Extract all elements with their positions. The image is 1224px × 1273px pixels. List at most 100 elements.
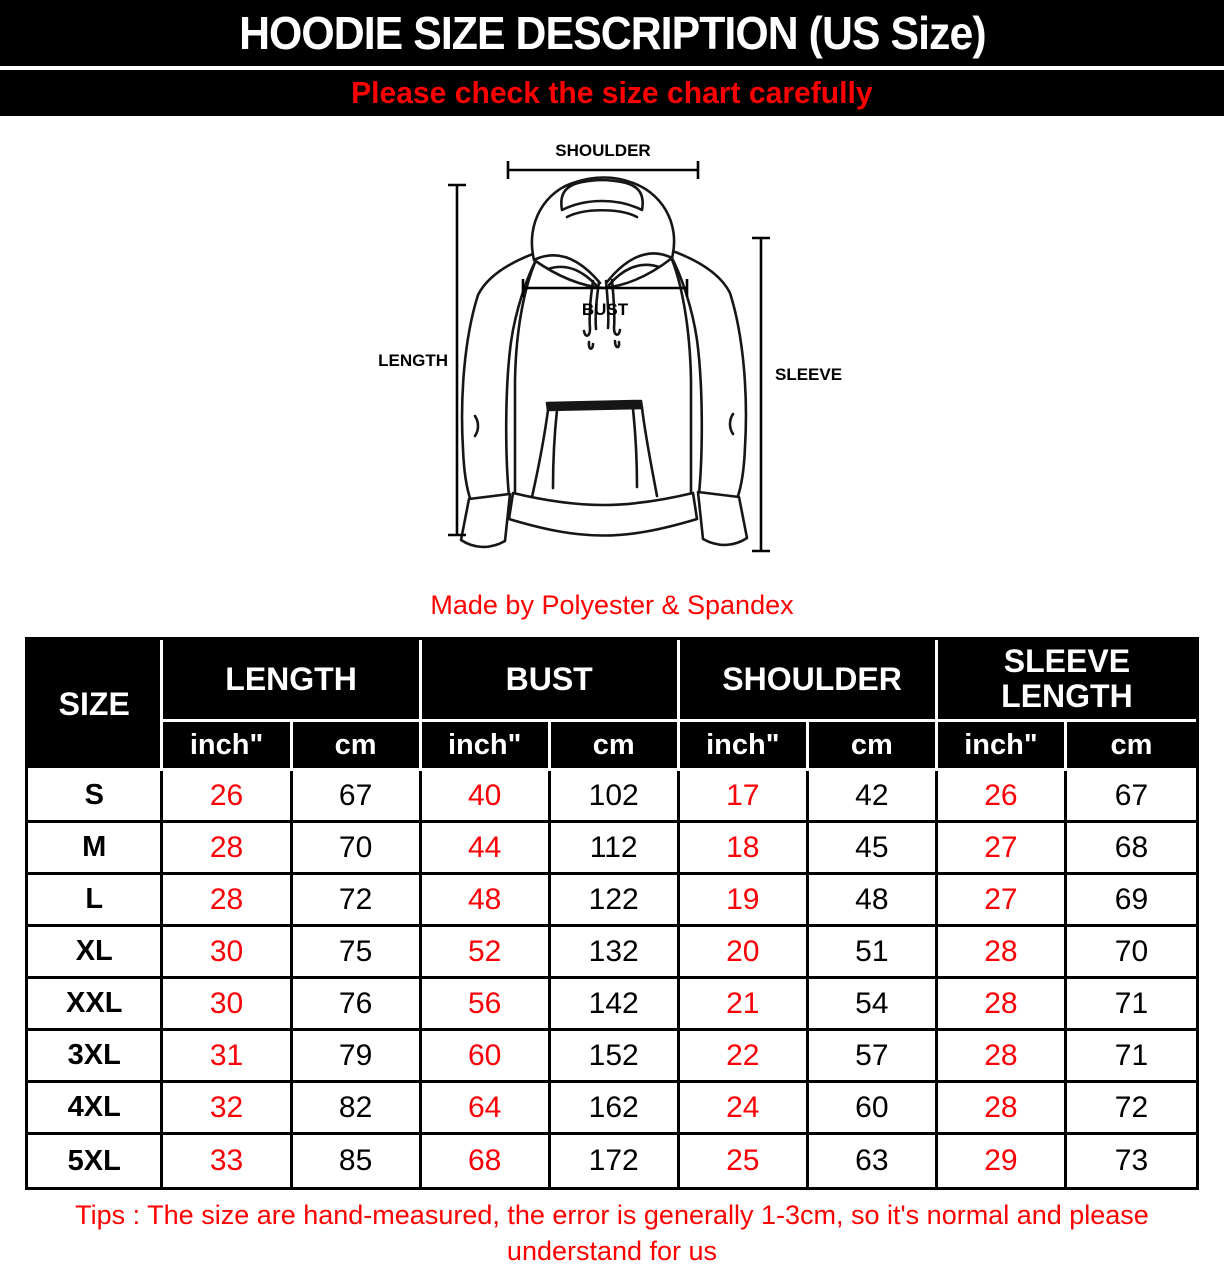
- inch-value-cell: 28: [937, 1031, 1067, 1083]
- inch-value-cell: 26: [163, 771, 293, 823]
- subtitle-banner: Please check the size chart carefully: [0, 70, 1224, 116]
- inch-value-cell: 68: [421, 1135, 551, 1187]
- inch-value-cell: 52: [421, 927, 551, 979]
- inch-value-cell: 24: [679, 1083, 809, 1135]
- size-cell: L: [28, 875, 164, 927]
- cm-value-cell: 71: [1066, 979, 1196, 1031]
- hoodie-hood: [530, 176, 676, 290]
- cm-value-cell: 67: [1066, 771, 1196, 823]
- inch-value-cell: 60: [421, 1031, 551, 1083]
- measurement-lines: [448, 161, 770, 553]
- cm-value-cell: 42: [808, 771, 938, 823]
- hoodie-drawing: [459, 176, 749, 549]
- col-header-length-text: LENGTH: [225, 661, 357, 697]
- cm-value-cell: 85: [292, 1135, 422, 1187]
- subtitle-text: Please check the size chart carefully: [351, 75, 873, 110]
- inch-value-cell: 30: [163, 979, 293, 1031]
- cm-value-cell: 132: [550, 927, 680, 979]
- hoodie-sleeve-left: [460, 249, 543, 503]
- bust-label: BUST: [582, 300, 629, 319]
- size-cell: S: [28, 771, 164, 823]
- size-table: SIZE LENGTH BUST SHOULDER SLEEVE LENGTH …: [25, 637, 1199, 1190]
- inch-value-cell: 30: [163, 927, 293, 979]
- shoulder-measure-line: [506, 161, 700, 179]
- cm-value-cell: 60: [808, 1083, 938, 1135]
- inch-value-cell: 64: [421, 1083, 551, 1135]
- cm-value-cell: 172: [550, 1135, 680, 1187]
- hoodie-sleeve-right: [665, 247, 748, 501]
- size-table-head: SIZE LENGTH BUST SHOULDER SLEEVE LENGTH …: [28, 640, 1196, 771]
- cm-value-cell: 70: [292, 823, 422, 875]
- cm-value-cell: 48: [808, 875, 938, 927]
- inch-value-cell: 40: [421, 771, 551, 823]
- cm-value-cell: 82: [292, 1083, 422, 1135]
- tips-note: Tips : The size are hand-measured, the e…: [0, 1198, 1224, 1270]
- table-row: L 28 72 48 122 19 48 27 69: [28, 875, 1196, 927]
- length-measure-line: [448, 183, 466, 537]
- measurement-diagram-section: SHOULDER LENGTH SLEEVE BUST Made by Poly…: [0, 116, 1224, 621]
- inch-value-cell: 31: [163, 1031, 293, 1083]
- cm-value-cell: 70: [1066, 927, 1196, 979]
- cm-value-cell: 112: [550, 823, 680, 875]
- sleeve-wrinkle-left: [473, 414, 480, 438]
- table-row: S 26 67 40 102 17 42 26 67: [28, 771, 1196, 823]
- hoodie-cuff-left: [459, 492, 512, 549]
- size-table-body: S 26 67 40 102 17 42 26 67 M 28 70 44 112 18 45 27 68 L 28 7…: [28, 771, 1196, 1187]
- inch-value-cell: 26: [937, 771, 1067, 823]
- cm-value-cell: 57: [808, 1031, 938, 1083]
- hoodie-pocket: [530, 399, 659, 499]
- cm-value-cell: 45: [808, 823, 938, 875]
- table-row: M 28 70 44 112 18 45 27 68: [28, 823, 1196, 875]
- cm-value-cell: 63: [808, 1135, 938, 1187]
- cm-value-cell: 122: [550, 875, 680, 927]
- group-header-row: SIZE LENGTH BUST SHOULDER SLEEVE LENGTH: [28, 640, 1196, 771]
- shoulder-label: SHOULDER: [555, 141, 650, 160]
- inch-value-cell: 28: [163, 823, 293, 875]
- banner-divider: [0, 66, 1224, 70]
- title-banner: HOODIE SIZE DESCRIPTION (US Size): [0, 0, 1224, 66]
- cm-value-cell: 69: [1066, 875, 1196, 927]
- tips-line-1: Tips : The size are hand-measured, the e…: [75, 1200, 1149, 1230]
- cm-value-cell: 67: [292, 771, 422, 823]
- page-title: HOODIE SIZE DESCRIPTION (US Size): [238, 7, 987, 59]
- cm-value-cell: 54: [808, 979, 938, 1031]
- cm-value-cell: 68: [1066, 823, 1196, 875]
- inch-value-cell: 28: [937, 979, 1067, 1031]
- table-row: 5XL 33 85 68 172 25 63 29 73: [28, 1135, 1196, 1187]
- col-header-bust: BUST: [421, 640, 680, 722]
- col-header-length: LENGTH: [163, 640, 422, 722]
- col-header-bust-text: BUST: [505, 661, 593, 697]
- unit-header-shoulder-inch: inch": [679, 722, 809, 771]
- size-cell: 4XL: [28, 1083, 164, 1135]
- col-header-shoulder-text: SHOULDER: [722, 661, 902, 697]
- unit-header-sleeve-cm: cm: [1066, 722, 1196, 771]
- tips-line-2: understand for us: [506, 1235, 718, 1266]
- inch-value-cell: 19: [679, 875, 809, 927]
- inch-value-cell: 21: [679, 979, 809, 1031]
- unit-header-length-cm: cm: [292, 722, 422, 771]
- hoodie-hem-band: [507, 491, 699, 537]
- inch-value-cell: 17: [679, 771, 809, 823]
- unit-header-sleeve-inch: inch": [937, 722, 1067, 771]
- cm-value-cell: 142: [550, 979, 680, 1031]
- inch-value-cell: 22: [679, 1031, 809, 1083]
- inch-value-cell: 56: [421, 979, 551, 1031]
- size-cell: XXL: [28, 979, 164, 1031]
- hoodie-diagram: SHOULDER LENGTH SLEEVE BUST: [378, 141, 842, 553]
- unit-header-row: inch" cm inch" cm inch" cm inch" cm: [28, 722, 1196, 771]
- sleeve-wrinkle-right: [728, 412, 735, 436]
- table-row: 3XL 31 79 60 152 22 57 28 71: [28, 1031, 1196, 1083]
- cm-value-cell: 162: [550, 1083, 680, 1135]
- table-row: XL 30 75 52 132 20 51 28 70: [28, 927, 1196, 979]
- inch-value-cell: 33: [163, 1135, 293, 1187]
- sleeve-label: SLEEVE: [775, 365, 842, 384]
- col-header-sleeve-length-text: SLEEVE LENGTH: [1001, 642, 1133, 715]
- cm-value-cell: 72: [292, 875, 422, 927]
- length-label: LENGTH: [378, 351, 448, 370]
- cm-value-cell: 51: [808, 927, 938, 979]
- inch-value-cell: 27: [937, 875, 1067, 927]
- inch-value-cell: 44: [421, 823, 551, 875]
- inch-value-cell: 32: [163, 1083, 293, 1135]
- cm-value-cell: 71: [1066, 1031, 1196, 1083]
